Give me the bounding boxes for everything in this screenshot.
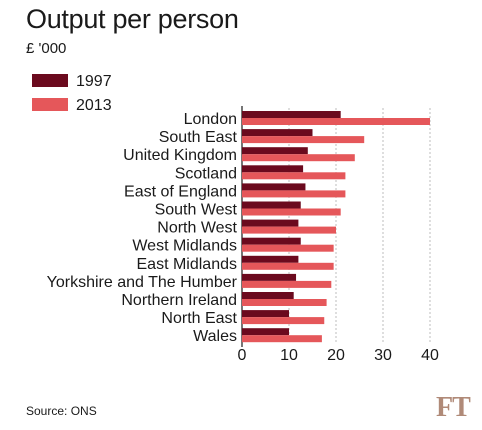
tick-label-30: 30: [374, 347, 392, 364]
bar-2013-4: [242, 190, 346, 198]
category-label-10: Northern Ireland: [121, 292, 237, 309]
legend-item-1997: 1997: [32, 73, 112, 91]
bars: [242, 111, 430, 343]
bar-2013-2: [242, 154, 355, 162]
category-label-5: South West: [155, 202, 238, 219]
legend-label-1997: 1997: [76, 73, 112, 90]
tick-label-20: 20: [327, 347, 345, 364]
bar-1997-2: [242, 147, 308, 155]
bar-1997-12: [242, 328, 289, 336]
tick-label-0: 0: [238, 347, 247, 364]
bar-1997-10: [242, 292, 294, 299]
category-label-6: North West: [157, 220, 237, 237]
bar-1997-7: [242, 237, 301, 245]
category-label-12: Wales: [193, 328, 237, 345]
bar-2013-3: [242, 172, 346, 180]
bar-1997-5: [242, 201, 301, 209]
category-label-1: South East: [159, 129, 238, 146]
category-label-8: East Midlands: [137, 256, 238, 273]
bar-2013-7: [242, 244, 334, 252]
bar-2013-12: [242, 335, 322, 343]
bar-2013-5: [242, 208, 341, 216]
bar-1997-1: [242, 129, 313, 137]
category-label-0: London: [184, 111, 237, 128]
bar-2013-6: [242, 226, 336, 234]
bar-1997-6: [242, 219, 299, 227]
bar-1997-3: [242, 165, 304, 173]
category-label-7: West Midlands: [132, 238, 237, 255]
bar-2013-8: [242, 262, 334, 270]
chart-title: Output per person: [26, 4, 239, 34]
bar-1997-9: [242, 273, 297, 281]
legend-item-2013: 2013: [32, 97, 112, 115]
bar-2013-10: [242, 299, 327, 306]
legend-label-2013: 2013: [76, 97, 112, 114]
tick-label-10: 10: [280, 347, 298, 364]
source-note: Source: ONS: [26, 404, 97, 418]
bar-1997-0: [242, 111, 341, 118]
bar-1997-11: [242, 310, 289, 318]
category-label-4: East of England: [124, 183, 237, 200]
bar-1997-4: [242, 183, 306, 191]
legend-swatch-2013: [32, 98, 68, 112]
legend-swatch-1997: [32, 74, 68, 88]
tick-labels: 0 10 20 30 40: [238, 347, 439, 364]
category-label-11: North East: [161, 310, 237, 327]
category-label-2: United Kingdom: [123, 147, 237, 164]
tick-label-40: 40: [421, 347, 439, 364]
unit-label: £ '000: [26, 40, 67, 57]
bar-2013-1: [242, 136, 365, 144]
bar-2013-11: [242, 317, 325, 325]
ft-logo: FT: [436, 392, 471, 423]
bar-2013-9: [242, 280, 332, 288]
category-label-3: Scotland: [175, 165, 237, 182]
bar-2013-0: [242, 118, 430, 125]
bar-1997-8: [242, 255, 299, 263]
category-label-9: Yorkshire and The Humber: [47, 274, 238, 291]
